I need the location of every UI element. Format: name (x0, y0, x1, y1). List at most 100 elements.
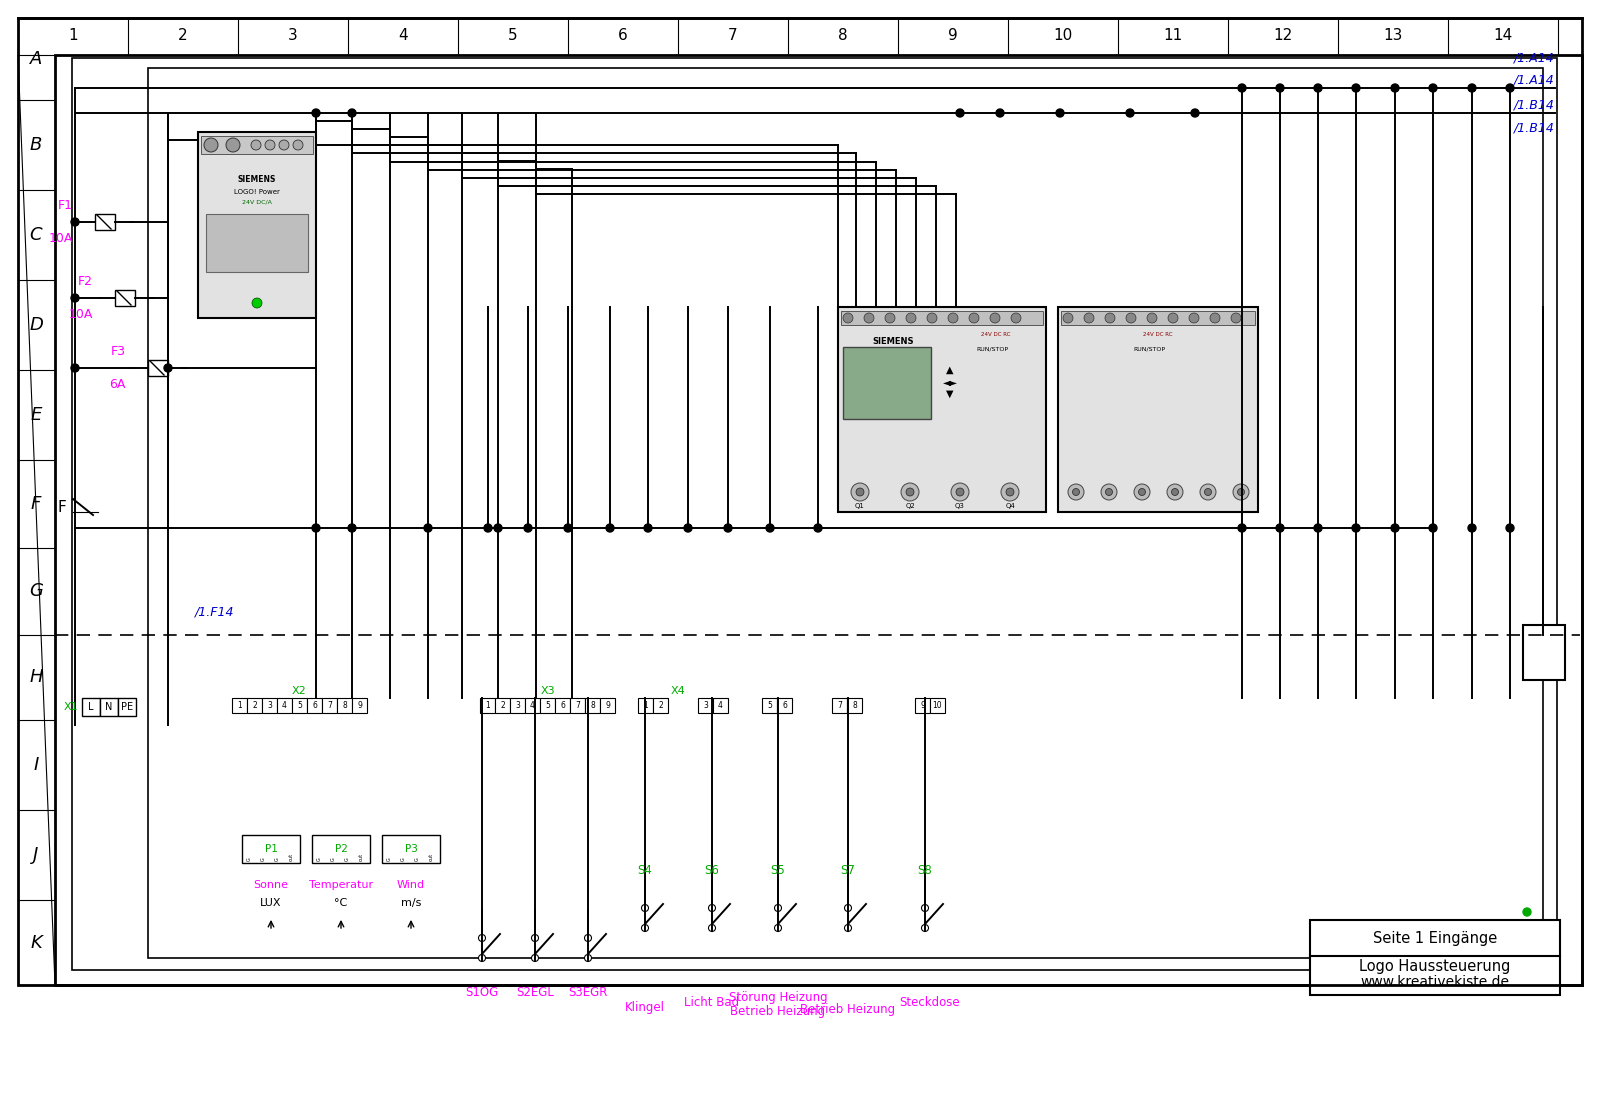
Text: 4: 4 (530, 701, 534, 710)
Circle shape (70, 294, 78, 302)
Text: 9: 9 (357, 701, 362, 710)
Text: /1.A14: /1.A14 (1514, 73, 1555, 87)
Circle shape (165, 364, 173, 372)
Circle shape (774, 905, 781, 912)
Circle shape (1171, 488, 1179, 496)
Text: 5: 5 (298, 701, 302, 710)
Bar (147, 360, 168, 376)
Text: 8: 8 (853, 701, 858, 710)
Circle shape (774, 925, 781, 931)
Text: S4: S4 (637, 863, 653, 877)
Text: Steckdose: Steckdose (899, 995, 960, 1008)
Text: Licht Bad: Licht Bad (685, 995, 739, 1008)
Text: P1: P1 (264, 844, 277, 853)
Circle shape (1314, 84, 1322, 92)
Text: 11: 11 (1163, 29, 1182, 44)
Text: 5: 5 (509, 29, 518, 44)
Bar (698, 698, 714, 713)
Circle shape (843, 313, 853, 323)
Bar (930, 698, 946, 713)
Circle shape (312, 524, 320, 532)
Circle shape (1062, 313, 1074, 323)
Text: G: G (246, 857, 251, 861)
Text: P3: P3 (405, 844, 418, 853)
Circle shape (1230, 313, 1242, 323)
Text: out: out (288, 852, 293, 861)
Text: X3: X3 (541, 686, 555, 695)
Bar (638, 698, 653, 713)
Text: 2: 2 (501, 701, 506, 710)
Text: RUN/STOP: RUN/STOP (1133, 347, 1165, 351)
Circle shape (885, 313, 894, 323)
Circle shape (266, 140, 275, 150)
Circle shape (990, 313, 1000, 323)
Text: 24V DC/A: 24V DC/A (242, 200, 272, 204)
Circle shape (1011, 313, 1021, 323)
Bar (82, 698, 99, 716)
Circle shape (531, 935, 539, 941)
Circle shape (947, 313, 958, 323)
Bar (1061, 312, 1254, 325)
Circle shape (906, 313, 915, 323)
Text: F3: F3 (110, 344, 126, 358)
Circle shape (922, 925, 928, 931)
Circle shape (970, 313, 979, 323)
Text: 3: 3 (702, 701, 707, 710)
Text: out: out (429, 852, 434, 861)
Text: 6A: 6A (110, 378, 126, 391)
Circle shape (1106, 488, 1112, 496)
Circle shape (845, 925, 851, 931)
Text: 3: 3 (267, 701, 272, 710)
Circle shape (950, 483, 970, 501)
Bar (312, 835, 370, 863)
Bar (600, 698, 614, 713)
Circle shape (1069, 484, 1085, 500)
Circle shape (922, 905, 928, 912)
Circle shape (851, 483, 869, 501)
Bar (762, 698, 778, 713)
Text: Q4: Q4 (1005, 504, 1014, 509)
Text: D: D (29, 316, 43, 333)
Bar (843, 347, 931, 419)
Circle shape (1314, 524, 1322, 532)
Circle shape (70, 218, 78, 226)
Text: G: G (317, 857, 322, 861)
Bar (115, 290, 134, 306)
Circle shape (926, 313, 938, 323)
Circle shape (293, 140, 302, 150)
Text: J: J (34, 846, 38, 864)
Bar (206, 214, 307, 272)
Text: 6: 6 (560, 701, 565, 710)
Circle shape (709, 905, 715, 912)
Text: www.kreativekiste.de: www.kreativekiste.de (1360, 975, 1509, 989)
Circle shape (906, 488, 914, 496)
Circle shape (1189, 313, 1198, 323)
Bar (570, 698, 586, 713)
Circle shape (1002, 483, 1019, 501)
Bar (1310, 920, 1560, 995)
Bar (54, 55, 1582, 985)
Text: S1OG: S1OG (466, 986, 499, 999)
Text: 2: 2 (658, 701, 662, 710)
Circle shape (278, 140, 290, 150)
Bar (307, 698, 322, 713)
Circle shape (1147, 313, 1157, 323)
Text: S7: S7 (840, 863, 856, 877)
Text: 1: 1 (643, 701, 648, 710)
Text: 4: 4 (718, 701, 723, 710)
Bar (352, 698, 366, 713)
Circle shape (1506, 524, 1514, 532)
Circle shape (1126, 109, 1134, 117)
Text: L: L (88, 702, 94, 712)
Text: G: G (29, 583, 43, 600)
Bar (232, 698, 246, 713)
Circle shape (1101, 484, 1117, 500)
Circle shape (525, 524, 531, 532)
Text: G: G (344, 857, 349, 861)
Circle shape (1238, 524, 1246, 532)
Bar (277, 698, 291, 713)
Text: out: out (358, 852, 363, 861)
Text: 5: 5 (766, 701, 771, 710)
Text: Wind: Wind (397, 880, 426, 890)
Bar (198, 132, 317, 318)
